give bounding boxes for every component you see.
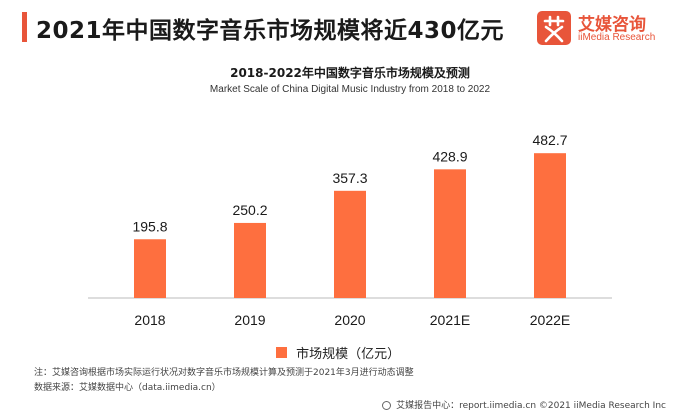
bar-2018 — [134, 239, 166, 298]
value-label-2019: 250.2 — [232, 202, 267, 218]
brand-name-cn: 艾媒咨询 — [578, 15, 646, 35]
category-label-2018: 2018 — [134, 312, 165, 328]
data-source: 数据来源：艾媒数据中心（data.iimedia.cn） — [34, 383, 221, 393]
footer-credit: 艾媒报告中心：report.iimedia.cn ©2021 iiMedia R… — [382, 398, 666, 411]
chart-legend: 市场规模（亿元） — [276, 342, 400, 362]
chart-title: 2018-2022年中国数字音乐市场规模及预测 — [230, 66, 470, 80]
bar-2022E — [534, 153, 566, 298]
page-headline: 2021年中国数字音乐市场规模将近430亿元 — [36, 18, 505, 44]
category-label-2022E: 2022E — [530, 312, 570, 328]
category-label-2021E: 2021E — [430, 312, 470, 328]
category-label-2019: 2019 — [234, 312, 265, 328]
value-label-2021E: 428.9 — [432, 148, 467, 164]
chart-subtitle: Market Scale of China Digital Music Indu… — [209, 84, 491, 95]
brand-name-en: iiMedia Research — [578, 32, 656, 43]
headline-accent-bar — [22, 12, 27, 42]
bar-2019 — [234, 222, 266, 298]
legend-label: 市场规模（亿元） — [296, 347, 401, 362]
footer-text: 艾媒报告中心：report.iimedia.cn ©2021 iiMedia R… — [396, 401, 666, 411]
bar-2020 — [334, 190, 366, 298]
legend-swatch — [276, 347, 287, 358]
value-label-2022E: 482.7 — [532, 132, 567, 148]
logo-mark-icon — [537, 11, 571, 45]
chart-note: 注：艾媒咨询根据市场实际运行状况对数字音乐市场规模计算及预测于2021年3月进行… — [34, 368, 414, 378]
report-center-icon — [382, 401, 392, 410]
bar-2021E — [434, 169, 466, 298]
value-label-2020: 357.3 — [332, 170, 367, 186]
category-label-2020: 2020 — [334, 312, 365, 328]
brand-logo: 艾媒咨询 iiMedia Research — [536, 8, 696, 50]
value-label-2018: 195.8 — [132, 218, 167, 234]
